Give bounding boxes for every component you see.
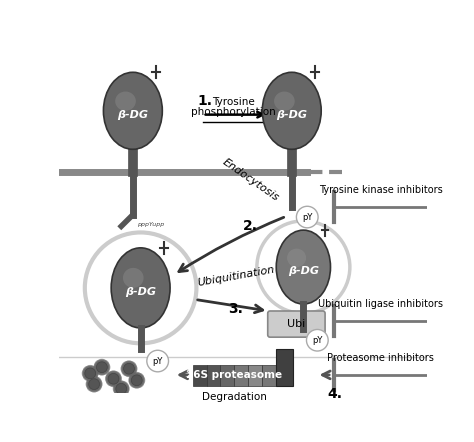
FancyBboxPatch shape	[268, 311, 325, 337]
Text: Proteasome inhibitors: Proteasome inhibitors	[328, 353, 434, 362]
Bar	[262, 365, 276, 386]
Circle shape	[85, 232, 196, 343]
Ellipse shape	[96, 362, 107, 373]
Text: Tyrosine kinase inhibitors: Tyrosine kinase inhibitors	[319, 186, 443, 195]
Ellipse shape	[86, 377, 102, 392]
Ellipse shape	[86, 377, 103, 391]
Text: Ubiquitination: Ubiquitination	[197, 264, 275, 288]
Bar	[276, 350, 293, 386]
Ellipse shape	[82, 366, 98, 381]
Text: Endocytosis: Endocytosis	[220, 157, 281, 203]
Ellipse shape	[129, 373, 145, 388]
Text: 1.: 1.	[197, 94, 212, 108]
Ellipse shape	[85, 368, 96, 379]
Ellipse shape	[105, 372, 122, 386]
Bar	[192, 365, 207, 386]
Ellipse shape	[83, 365, 97, 382]
Ellipse shape	[123, 268, 144, 288]
FancyArrowPatch shape	[198, 300, 263, 312]
Ellipse shape	[108, 373, 119, 384]
Ellipse shape	[116, 383, 127, 394]
Ellipse shape	[121, 361, 137, 377]
Ellipse shape	[262, 72, 321, 149]
Ellipse shape	[131, 375, 142, 386]
Ellipse shape	[287, 248, 306, 267]
Text: β-DG: β-DG	[276, 110, 307, 120]
Text: 3.: 3.	[228, 302, 243, 316]
Ellipse shape	[122, 360, 136, 377]
Ellipse shape	[114, 380, 128, 397]
Text: β-DG: β-DG	[125, 287, 156, 297]
Ellipse shape	[128, 373, 145, 387]
Ellipse shape	[274, 91, 295, 111]
Ellipse shape	[103, 72, 162, 149]
Circle shape	[257, 221, 350, 313]
Circle shape	[307, 329, 328, 351]
Ellipse shape	[87, 376, 101, 392]
Ellipse shape	[82, 366, 98, 381]
Ellipse shape	[94, 359, 109, 375]
Bar	[248, 365, 262, 386]
Text: β-DG: β-DG	[118, 110, 148, 120]
Ellipse shape	[130, 372, 144, 389]
Text: 4.: 4.	[328, 387, 343, 401]
Ellipse shape	[120, 362, 137, 376]
Text: Degradation: Degradation	[202, 392, 267, 402]
Text: pY: pY	[312, 336, 322, 345]
Text: 26S proteasome: 26S proteasome	[186, 370, 283, 380]
Text: pY: pY	[153, 357, 163, 366]
Ellipse shape	[276, 230, 330, 304]
Bar	[220, 365, 235, 386]
Ellipse shape	[106, 371, 121, 386]
Ellipse shape	[82, 366, 99, 380]
Circle shape	[296, 206, 318, 228]
Ellipse shape	[106, 371, 121, 386]
Ellipse shape	[86, 377, 102, 392]
Text: pY: pY	[302, 213, 312, 221]
Bar	[207, 365, 220, 386]
Ellipse shape	[124, 363, 135, 374]
Ellipse shape	[89, 379, 100, 389]
Text: 2.: 2.	[243, 219, 258, 232]
FancyArrowPatch shape	[180, 371, 188, 379]
FancyArrowPatch shape	[179, 217, 284, 271]
Ellipse shape	[113, 381, 129, 396]
Text: Tyrosine: Tyrosine	[212, 97, 255, 107]
Ellipse shape	[94, 359, 109, 375]
Ellipse shape	[115, 91, 136, 111]
Ellipse shape	[121, 361, 137, 377]
Text: pppYupp: pppYupp	[137, 222, 164, 227]
Ellipse shape	[113, 382, 130, 396]
Ellipse shape	[129, 373, 145, 388]
Ellipse shape	[113, 381, 129, 396]
Text: β-DG: β-DG	[288, 266, 319, 276]
Ellipse shape	[107, 370, 120, 387]
Bar	[235, 365, 248, 386]
Circle shape	[147, 350, 169, 372]
Text: Ubiquitin ligase inhibitors: Ubiquitin ligase inhibitors	[319, 299, 443, 309]
FancyArrowPatch shape	[322, 371, 330, 379]
Text: Ubi: Ubi	[287, 319, 306, 329]
Ellipse shape	[111, 248, 170, 328]
Ellipse shape	[95, 359, 109, 376]
Text: phosphorylation: phosphorylation	[191, 107, 276, 117]
Ellipse shape	[93, 360, 110, 374]
